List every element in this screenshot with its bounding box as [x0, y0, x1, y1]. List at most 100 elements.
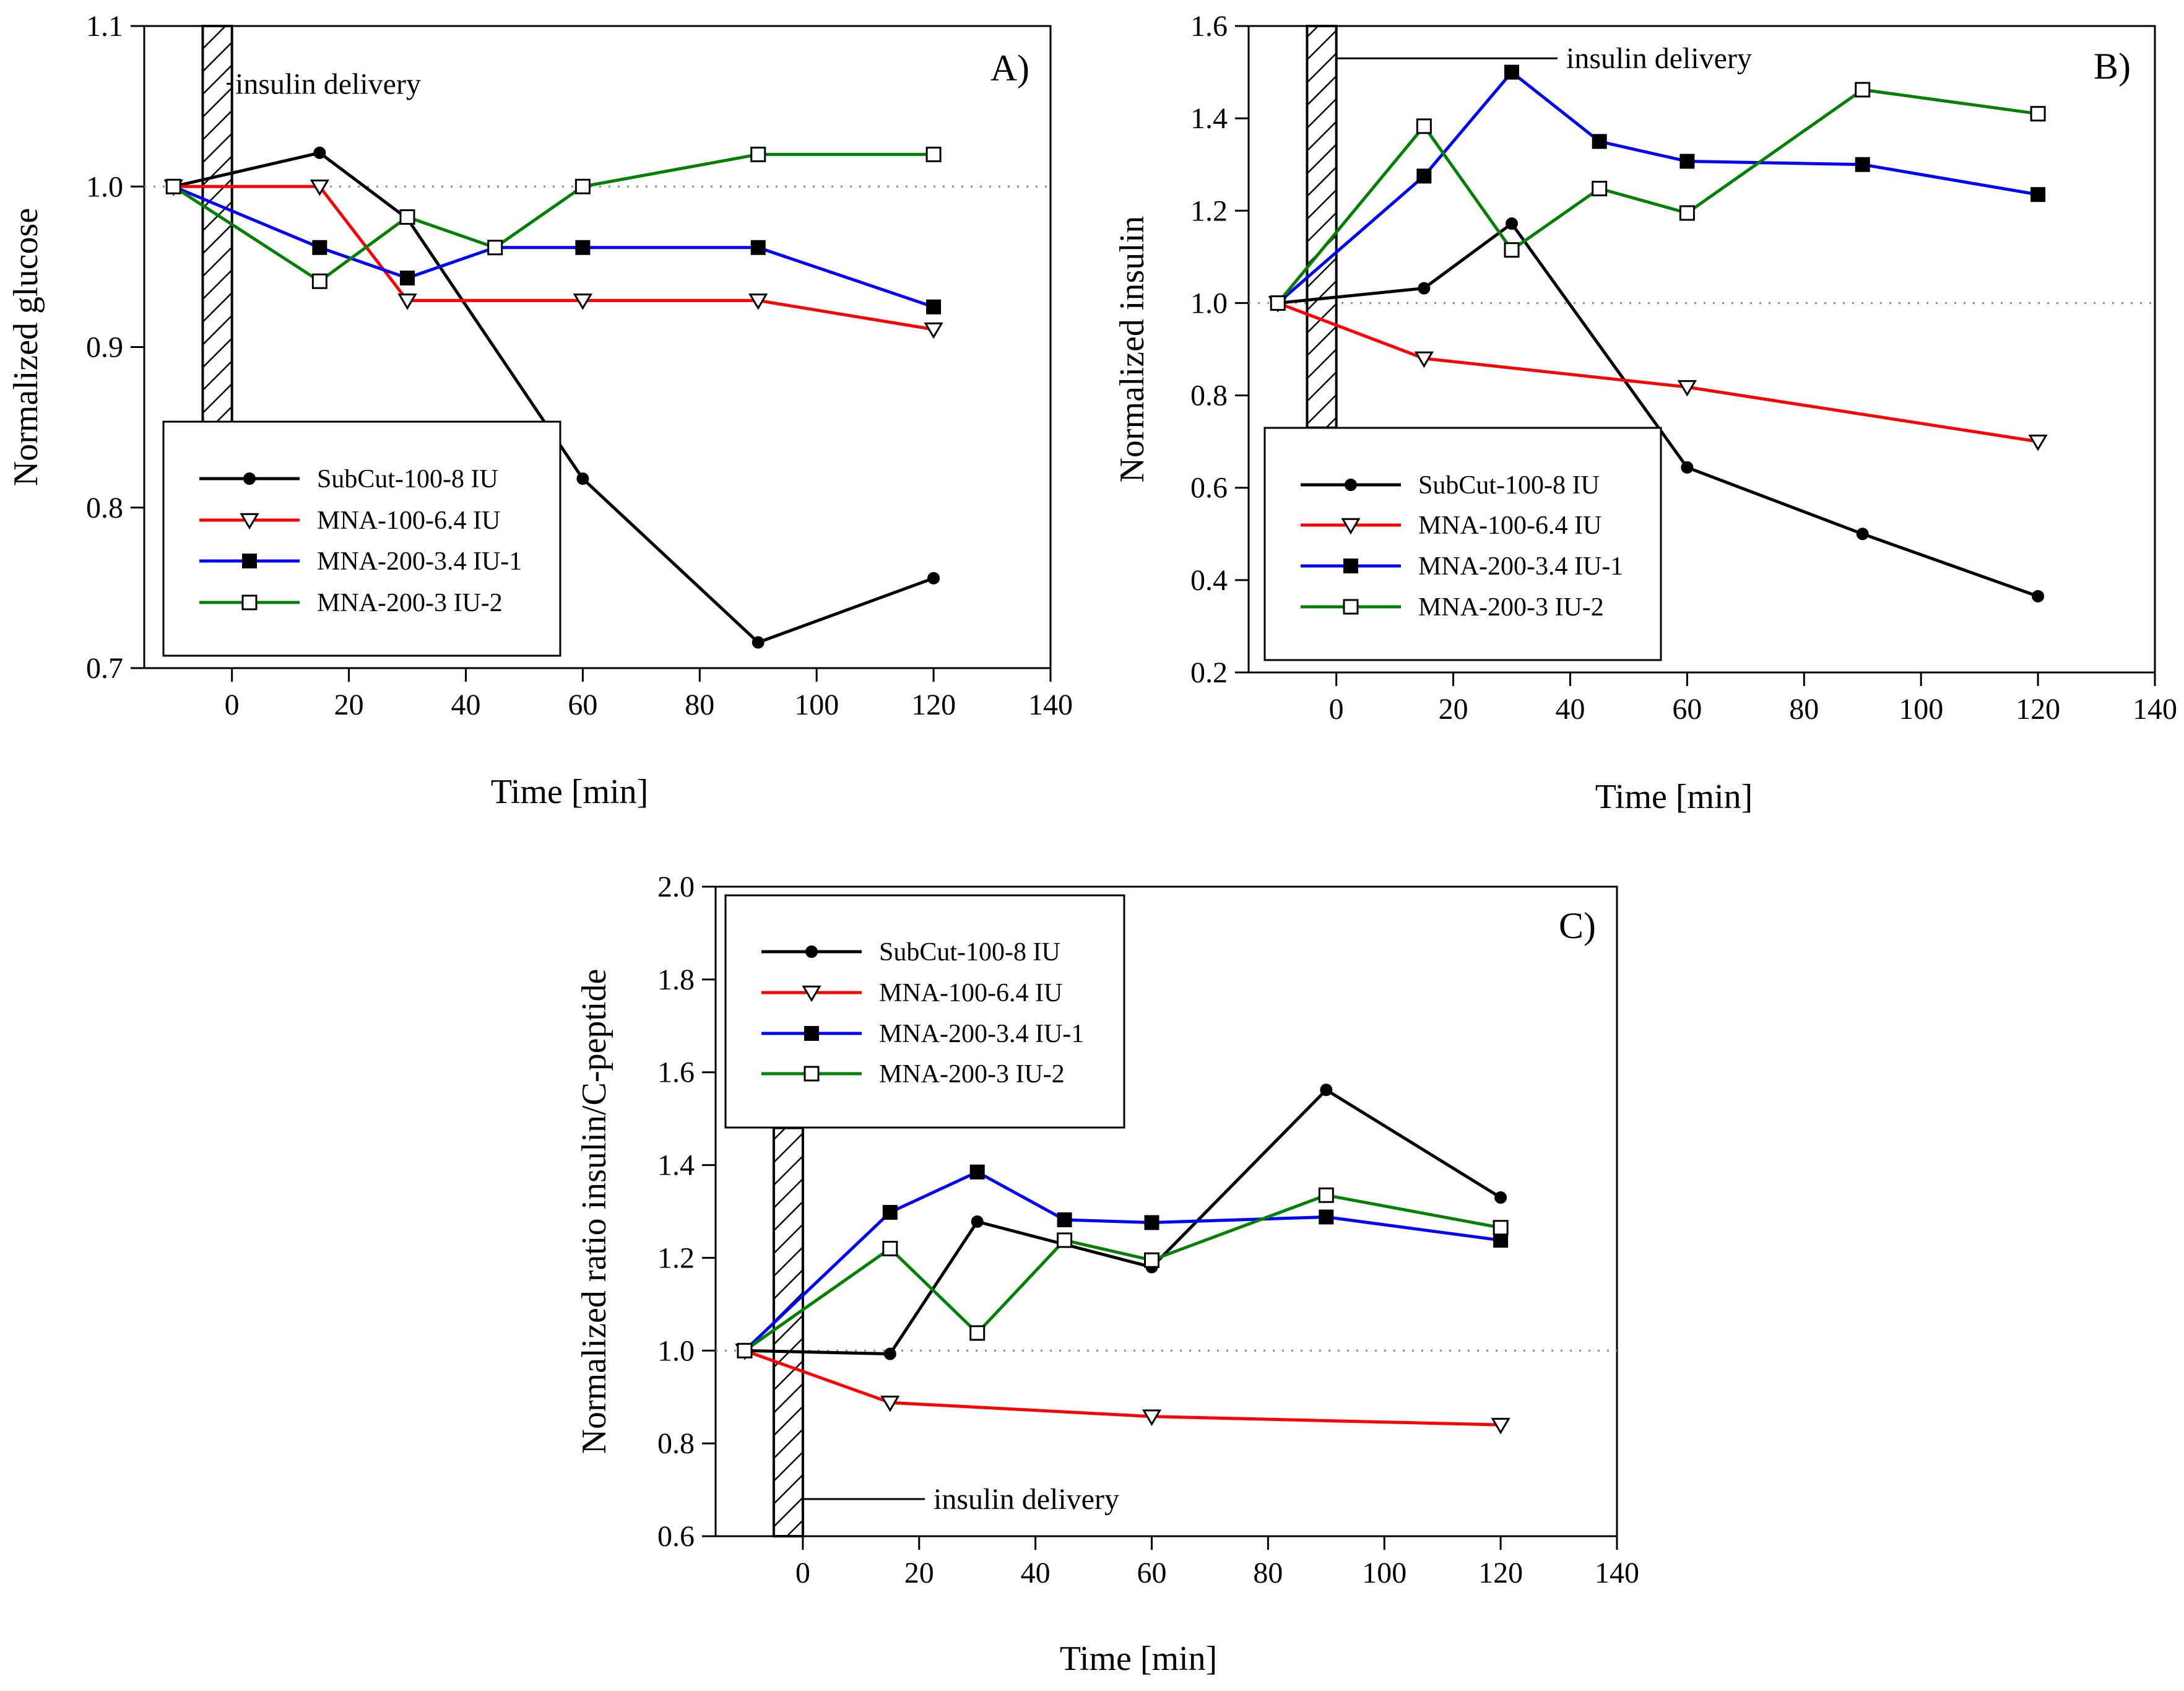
- chart-panel-a: 0 20 40 60 80 100 120 140 0.7 0.8 0.9 1.0 1.1 Time [m…: [7, 10, 1073, 811]
- annotation-label: insulin delivery: [1566, 42, 1752, 75]
- data-point: [1418, 282, 1431, 295]
- data-point: [1679, 154, 1695, 169]
- y-axis-label: Normalized ratio insulin/C-peptide: [575, 969, 613, 1454]
- data-point: [1504, 242, 1520, 258]
- x-tick-label: 80: [1253, 1557, 1283, 1589]
- insulin-delivery-bar: [1306, 25, 1338, 429]
- chart-panel-b: 0 20 40 60 80 100 120 140 0.2 0.4 0.6 0.8 1.0 1.2 1.4 1…: [1113, 10, 2177, 816]
- x-tick-label: 100: [794, 689, 839, 721]
- data-point: [574, 178, 591, 194]
- data-point: [487, 240, 503, 256]
- insulin-delivery-bar: [201, 25, 233, 424]
- legend-marker: [804, 1026, 819, 1041]
- data-point: [575, 240, 591, 255]
- series-mna-200-3-4-iu-1: [166, 179, 942, 315]
- data-point: [313, 146, 326, 159]
- x-tick-label: 0: [225, 689, 240, 721]
- data-point: [1270, 295, 1286, 311]
- legend-item: MNA-100-6.4 IU: [199, 506, 500, 535]
- panel-label: B): [2094, 46, 2131, 87]
- x-tick-label: 120: [1478, 1557, 1523, 1589]
- data-point: [1416, 118, 1432, 134]
- legend-label: MNA-200-3 IU-2: [879, 1060, 1065, 1089]
- legend-item: SubCut-100-8 IU: [199, 465, 498, 493]
- data-point: [882, 1240, 898, 1256]
- legend-marker: [804, 1066, 820, 1082]
- x-tick-label: 140: [1028, 689, 1073, 721]
- data-point: [573, 293, 593, 310]
- x-tick-label: 40: [451, 689, 480, 721]
- data-point: [1144, 1215, 1159, 1230]
- x-tick-label: 80: [685, 689, 714, 721]
- data-point: [2030, 187, 2046, 202]
- legend-label: SubCut-100-8 IU: [317, 465, 498, 493]
- data-point: [312, 240, 327, 255]
- legend-marker: [1341, 518, 1361, 535]
- chart-panel-c: 0 20 40 60 80 100 120 140 0.6 0.8 1.0 1.2 1.4 1.6 1.8 2…: [575, 871, 1639, 1678]
- legend: SubCut-100-8 IU MNA-100-6.4 IU MNA-200-3.4…: [1263, 427, 1662, 661]
- series-mna-200-3-iu-2: [165, 146, 942, 289]
- y-tick-label: 0.4: [1190, 564, 1228, 597]
- x-tick-label: 40: [1555, 693, 1585, 726]
- legend-item: MNA-200-3 IU-2: [1301, 593, 1604, 622]
- data-point: [1681, 461, 1694, 474]
- data-point: [310, 180, 329, 196]
- legend-item: MNA-100-6.4 IU: [761, 979, 1062, 1007]
- data-point: [1491, 1417, 1510, 1435]
- series-mna-200-3-iu-2: [1270, 82, 2046, 311]
- y-tick-label: 1.8: [657, 963, 695, 996]
- legend-marker: [1343, 559, 1358, 573]
- x-tick-label: 60: [1137, 1557, 1167, 1589]
- series-line: [173, 151, 934, 645]
- data-point: [1493, 1220, 1509, 1236]
- data-point: [2028, 434, 2048, 451]
- legend-item: MNA-200-3.4 IU-1: [199, 547, 522, 576]
- data-point: [926, 299, 942, 315]
- y-tick-label: 1.0: [86, 170, 123, 203]
- panel-label: C): [1559, 905, 1596, 946]
- data-point: [2030, 106, 2046, 122]
- y-tick-label: 0.6: [1190, 472, 1228, 505]
- legend-label: SubCut-100-8 IU: [879, 938, 1060, 967]
- data-point: [1679, 205, 1695, 221]
- data-point: [737, 1342, 753, 1358]
- data-point: [400, 271, 415, 286]
- y-tick-label: 1.2: [657, 1241, 695, 1274]
- y-tick-label: 0.8: [657, 1427, 695, 1460]
- legend-item: SubCut-100-8 IU: [761, 938, 1060, 967]
- data-point: [1493, 1232, 1509, 1248]
- legend-box: [724, 894, 1125, 1129]
- legend: SubCut-100-8 IU MNA-100-6.4 IU MNA-200-3.4…: [162, 420, 561, 657]
- y-tick-label: 0.2: [1190, 656, 1228, 689]
- x-tick-label: 60: [568, 689, 597, 721]
- legend-label: MNA-200-3.4 IU-1: [879, 1020, 1084, 1048]
- data-point: [1318, 1187, 1334, 1203]
- legend-label: MNA-200-3.4 IU-1: [317, 547, 522, 576]
- legend-marker: [241, 594, 258, 611]
- data-point: [927, 572, 940, 585]
- data-point: [1320, 1084, 1333, 1097]
- data-point: [1504, 64, 1520, 80]
- data-point: [1057, 1212, 1072, 1227]
- x-tick-label: 0: [1329, 693, 1344, 726]
- y-tick-label: 0.8: [1190, 380, 1228, 412]
- data-point: [1592, 134, 1607, 149]
- data-point: [165, 178, 181, 194]
- legend-item: MNA-200-3 IU-2: [199, 589, 503, 617]
- legend-marker: [802, 985, 821, 1002]
- data-point: [971, 1215, 984, 1228]
- series-line: [172, 152, 934, 283]
- annotation-label: insulin delivery: [235, 67, 421, 100]
- data-point: [752, 636, 765, 649]
- legend-marker: [1345, 479, 1357, 491]
- insulin-delivery-bar: [772, 1126, 804, 1537]
- legend-marker: [240, 513, 259, 530]
- legend-item: SubCut-100-8 IU: [1301, 471, 1600, 500]
- data-point: [1057, 1232, 1073, 1248]
- data-point: [1677, 380, 1697, 397]
- y-tick-label: 1.6: [657, 1056, 695, 1089]
- legend-marker: [1343, 599, 1359, 615]
- data-point: [576, 472, 589, 485]
- series-line: [1276, 88, 2039, 305]
- legend-label: MNA-100-6.4 IU: [879, 979, 1062, 1007]
